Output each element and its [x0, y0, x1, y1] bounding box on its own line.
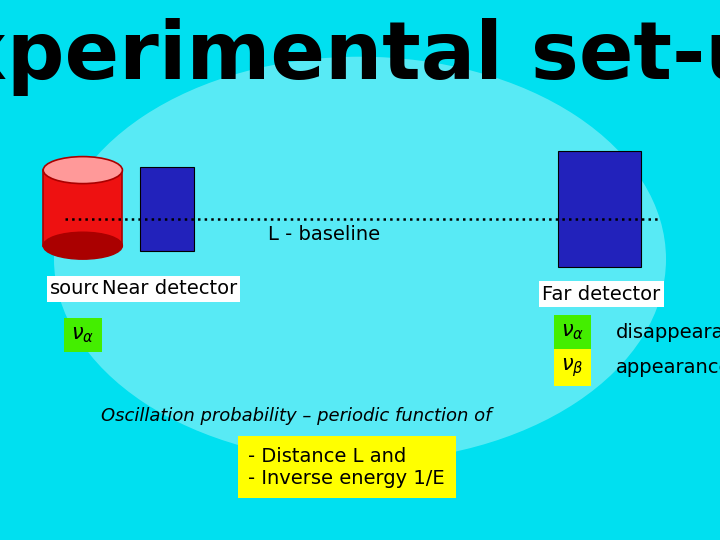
Ellipse shape [43, 157, 122, 184]
Text: $\nu_\alpha$: $\nu_\alpha$ [71, 325, 94, 345]
Bar [43, 170, 122, 246]
Text: source: source [50, 279, 115, 299]
Bar [140, 167, 194, 251]
Text: L - baseline: L - baseline [268, 225, 380, 245]
Text: - Distance L and
- Inverse energy 1/E: - Distance L and - Inverse energy 1/E [248, 447, 445, 488]
Text: Experimental set-up: Experimental set-up [0, 18, 720, 96]
Text: Near detector: Near detector [102, 279, 237, 299]
Text: $\nu_\alpha$: $\nu_\alpha$ [561, 322, 584, 342]
Bar [558, 151, 641, 267]
Text: $\nu_\beta$: $\nu_\beta$ [561, 356, 584, 379]
Text: disappearance: disappearance [616, 322, 720, 342]
Text: Far detector: Far detector [542, 285, 660, 304]
Ellipse shape [43, 232, 122, 259]
Text: appearance: appearance [616, 357, 720, 377]
Text: Oscillation probability – periodic function of: Oscillation probability – periodic funct… [101, 407, 491, 425]
Ellipse shape [54, 57, 666, 462]
